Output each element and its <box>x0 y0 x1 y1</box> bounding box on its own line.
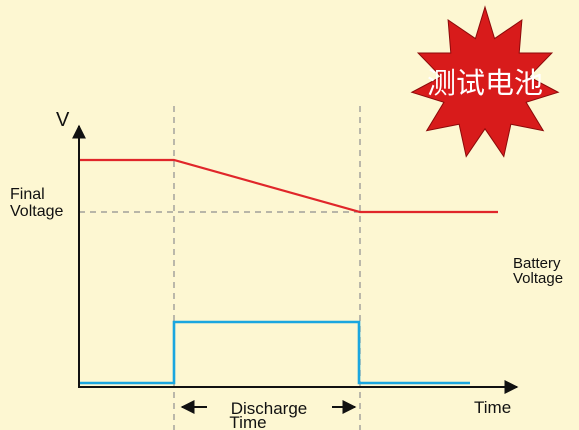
final-voltage-label-line2: Voltage <box>10 203 63 220</box>
battery-voltage-label-line2: Voltage <box>513 270 563 287</box>
badge-starburst <box>410 5 560 158</box>
final-voltage-label-line1: Final <box>10 186 45 203</box>
badge-text: 测试电池 <box>427 66 543 100</box>
x-axis-label: Time <box>474 398 511 417</box>
y-axis-label: V <box>56 109 70 131</box>
discharge-time-label-line1: Discharge <box>231 399 308 418</box>
discharge-time-label-line2: Time <box>229 413 266 430</box>
battery-voltage-label-line1: Battery <box>513 255 561 272</box>
battery-voltage-trace <box>80 158 498 214</box>
discharge-load-trace <box>80 320 470 385</box>
